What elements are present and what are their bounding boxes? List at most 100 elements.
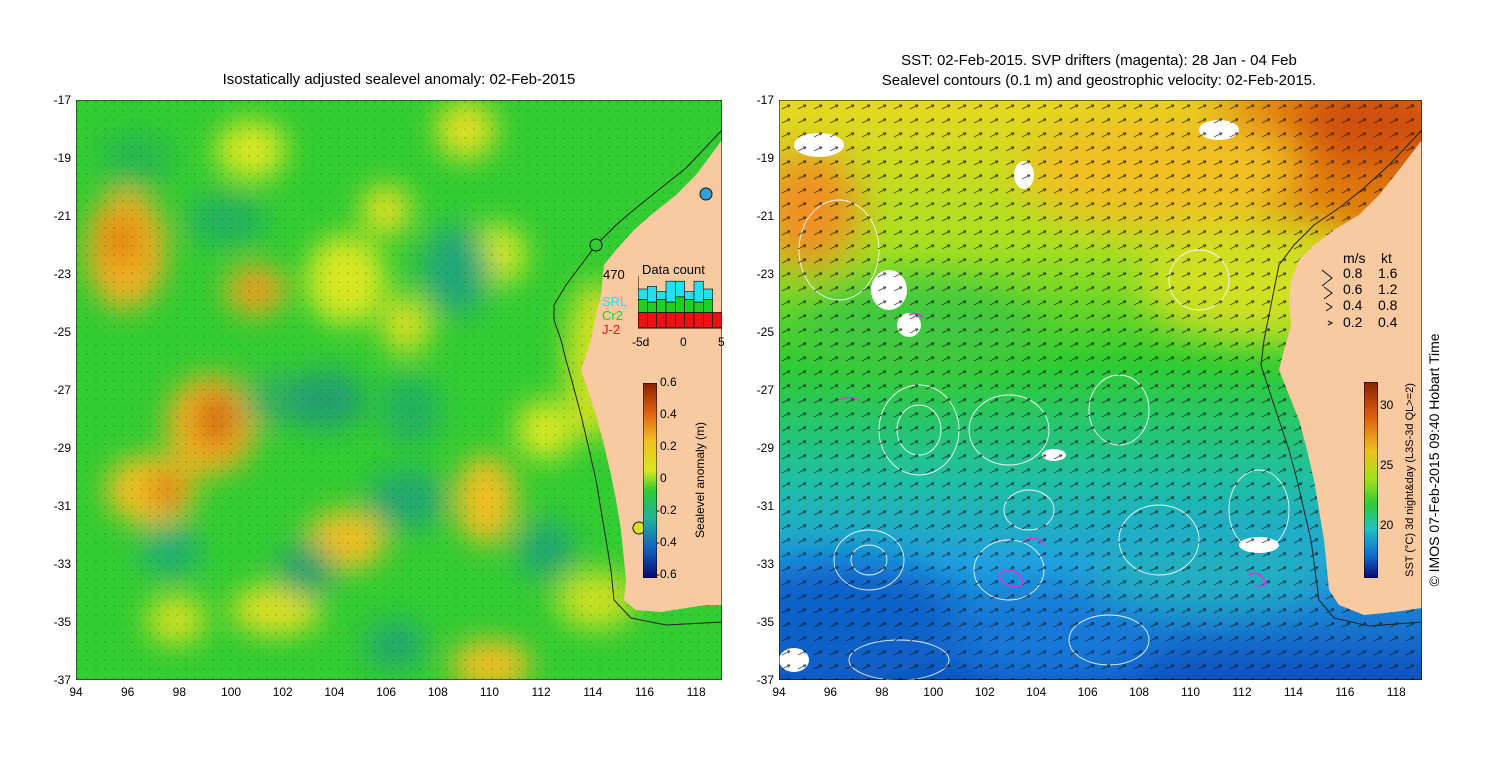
right-y-tick-label: -33 <box>756 557 774 571</box>
sst-map <box>779 100 1422 680</box>
data-count-bar-cr2 <box>684 299 695 313</box>
right-x-tick-label: 98 <box>875 685 889 699</box>
data-count-bar-j2 <box>647 312 657 329</box>
right-y-tick-label: -31 <box>756 499 774 513</box>
speed-legend-kt: 1.2 <box>1378 281 1398 297</box>
data-count-bar-cr2 <box>675 296 685 313</box>
speed-legend-ms: 0.6 <box>1343 281 1363 297</box>
right-x-tick-label: 102 <box>974 685 995 699</box>
sla-colorbar-tick: 0.6 <box>660 375 677 389</box>
data-count-bar-j2 <box>656 312 667 329</box>
speed-legend-kt: 0.8 <box>1378 297 1398 313</box>
left-x-tick-label: 94 <box>69 685 83 699</box>
left-x-tick-label: 106 <box>376 685 397 699</box>
data-count-bar-srl <box>684 291 695 300</box>
data-count-axis <box>638 276 722 329</box>
left-x-tick-label: 100 <box>221 685 242 699</box>
data-count-bar-j2 <box>665 312 676 329</box>
left-panel-title: Isostatically adjusted sealevel anomaly:… <box>222 71 576 88</box>
right-y-tick-label: -25 <box>756 325 774 339</box>
tide-gauge-marker <box>589 238 603 252</box>
sla-colorbar-label: Sealevel anomaly (m) <box>693 421 707 539</box>
imos-credit: © IMOS 07-Feb-2015 09:40 Hobart Time <box>1426 333 1442 587</box>
right-y-tick-label: -21 <box>756 209 774 223</box>
sst-colorbar-tick: 30 <box>1380 398 1394 412</box>
speed-legend-ms: 0.2 <box>1343 314 1363 330</box>
tide-gauge-marker <box>699 187 713 201</box>
right-x-tick-label: 104 <box>1026 685 1047 699</box>
left-y-tick-label: -19 <box>53 151 71 165</box>
data-count-bar-srl <box>665 280 676 303</box>
left-x-tick-label: 96 <box>120 685 135 699</box>
right-x-tick-label: 116 <box>1335 685 1355 699</box>
left-y-tick-label: -25 <box>53 325 71 339</box>
data-count-bar-cr2 <box>665 301 676 313</box>
sla-colorbar-tick: -0.4 <box>656 535 677 549</box>
speed-arrow-icon <box>1327 320 1334 326</box>
right-x-tick-label: 106 <box>1077 685 1098 699</box>
right-y-tick-label: -27 <box>756 383 774 397</box>
left-x-tick-label: 102 <box>272 685 293 699</box>
speed-arrow-icon <box>1323 286 1333 300</box>
right-x-tick-label: 118 <box>1386 685 1406 699</box>
speed-legend-header-ms: m/s <box>1343 250 1366 266</box>
speed-arrow-icon <box>1321 269 1333 287</box>
data-count-bar-srl <box>638 288 648 300</box>
right-x-tick-label: 114 <box>1283 685 1303 699</box>
sla-colorbar-tick: 0.4 <box>660 407 677 421</box>
australia-land <box>1279 140 1422 615</box>
right-y-tick-label: -23 <box>756 267 774 281</box>
data-count-bar-j2 <box>712 312 722 329</box>
left-y-tick-label: -27 <box>53 383 71 397</box>
sst-colorbar-tick: 25 <box>1380 458 1394 472</box>
svp-drifter-tracks <box>838 312 1266 588</box>
sealevel-anomaly-map <box>76 100 722 680</box>
left-y-tick-label: -35 <box>53 615 71 629</box>
data-count-legend-cr2: Cr2 <box>602 308 623 323</box>
right-y-tick-label: -19 <box>756 151 774 165</box>
right-panel-title-line1: SST: 02-Feb-2015. SVP drifters (magenta)… <box>901 52 1297 69</box>
right-y-tick-label: -17 <box>756 93 774 107</box>
left-y-tick-label: -31 <box>53 499 71 513</box>
data-count-total: 470 <box>603 267 625 282</box>
data-count-xtick: 5 <box>718 335 725 349</box>
data-count-xtick: -5d <box>632 335 650 349</box>
speed-legend-arrows <box>1321 269 1334 326</box>
right-x-tick-label: 110 <box>1180 685 1201 699</box>
left-x-tick-label: 118 <box>686 685 706 699</box>
australia-land <box>581 140 722 612</box>
speed-arrow-icon <box>1325 302 1333 312</box>
speed-legend-kt: 1.6 <box>1378 265 1398 281</box>
left-x-tick-label: 114 <box>583 685 603 699</box>
data-count-bar-srl <box>656 291 667 300</box>
sla-colorbar-tick: 0 <box>660 471 667 485</box>
data-count-bar-j2 <box>638 312 648 329</box>
right-x-tick-label: 100 <box>923 685 944 699</box>
data-count-bar-srl <box>675 280 685 298</box>
sla-colorbar-tick: -0.6 <box>656 567 677 581</box>
left-y-tick-label: -23 <box>53 267 71 281</box>
data-count-bar-srl <box>693 280 704 303</box>
data-count-bar-j2 <box>675 312 685 329</box>
speed-legend-ms: 0.8 <box>1343 265 1363 281</box>
data-count-bar-cr2 <box>656 299 667 313</box>
data-count-title: Data count <box>642 262 705 277</box>
right-x-tick-label: 108 <box>1129 685 1150 699</box>
left-y-tick-label: -29 <box>53 441 71 455</box>
data-count-xtick: 0 <box>680 335 687 349</box>
data-count-bar-j2 <box>703 312 713 329</box>
sst-colorbar-label: SST (°C) 3d night&day (L3S-3d QL>=2) <box>1404 383 1416 577</box>
speed-legend-kt: 0.4 <box>1378 314 1398 330</box>
data-count-bar-srl <box>647 286 657 303</box>
left-x-tick-label: 108 <box>427 685 448 699</box>
data-count-bar-srl <box>703 288 713 300</box>
data-count-bar-cr2 <box>638 299 648 313</box>
right-y-tick-label: -37 <box>756 673 774 687</box>
shelf-contour <box>553 129 722 626</box>
left-x-tick-label: 110 <box>479 685 499 699</box>
sla-colorbar-tick: 0.2 <box>660 439 677 453</box>
left-x-tick-label: 104 <box>324 685 345 699</box>
left-y-tick-label: -37 <box>53 673 71 687</box>
left-y-tick-label: -33 <box>53 557 71 571</box>
right-x-tick-label: 94 <box>772 685 786 699</box>
